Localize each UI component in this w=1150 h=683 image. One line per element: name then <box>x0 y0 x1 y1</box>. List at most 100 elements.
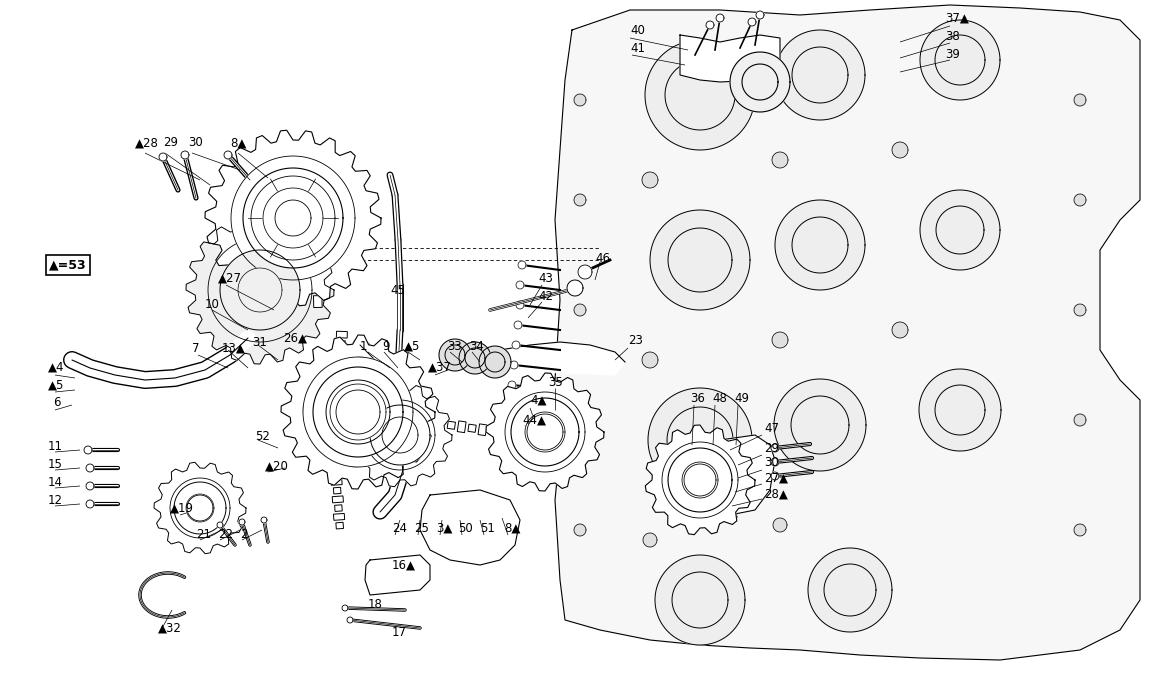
Text: 16▲: 16▲ <box>392 559 416 572</box>
Polygon shape <box>337 359 345 366</box>
Polygon shape <box>775 30 865 120</box>
Text: 31: 31 <box>252 337 267 350</box>
Polygon shape <box>314 296 322 307</box>
Polygon shape <box>427 418 435 426</box>
Polygon shape <box>742 64 779 100</box>
Polygon shape <box>186 216 334 364</box>
Text: 11: 11 <box>48 441 63 454</box>
Polygon shape <box>716 14 724 22</box>
Polygon shape <box>574 194 586 206</box>
Text: 4▲: 4▲ <box>530 393 546 406</box>
Polygon shape <box>242 272 278 308</box>
Polygon shape <box>220 250 300 330</box>
Text: 38: 38 <box>945 29 960 42</box>
Polygon shape <box>159 153 167 161</box>
Polygon shape <box>338 341 345 347</box>
Text: 42: 42 <box>538 290 553 303</box>
Text: 13▲: 13▲ <box>222 342 246 354</box>
Text: 9: 9 <box>382 339 390 352</box>
Polygon shape <box>335 368 346 375</box>
Polygon shape <box>187 495 213 521</box>
Text: 3▲: 3▲ <box>436 522 452 535</box>
Polygon shape <box>808 548 892 632</box>
Polygon shape <box>348 383 452 487</box>
Polygon shape <box>574 94 586 106</box>
Polygon shape <box>516 281 524 289</box>
Polygon shape <box>650 210 750 310</box>
Polygon shape <box>334 487 342 494</box>
Polygon shape <box>302 357 413 467</box>
Polygon shape <box>465 348 485 368</box>
Text: 28▲: 28▲ <box>764 488 788 501</box>
Polygon shape <box>224 151 232 159</box>
Polygon shape <box>714 473 726 485</box>
Polygon shape <box>656 555 745 645</box>
Text: 30: 30 <box>187 137 202 150</box>
Polygon shape <box>1074 414 1086 426</box>
Polygon shape <box>647 388 752 492</box>
Text: ▲19: ▲19 <box>170 501 194 514</box>
Polygon shape <box>86 500 94 508</box>
Polygon shape <box>334 514 345 520</box>
Polygon shape <box>756 11 764 19</box>
Polygon shape <box>205 130 381 306</box>
Text: 43: 43 <box>538 272 553 285</box>
Polygon shape <box>511 398 578 466</box>
Polygon shape <box>892 322 908 338</box>
Polygon shape <box>281 335 435 489</box>
Text: ▲5: ▲5 <box>404 339 421 352</box>
Polygon shape <box>772 152 788 168</box>
Text: ▲20: ▲20 <box>264 460 289 473</box>
Polygon shape <box>791 396 849 454</box>
Polygon shape <box>668 228 733 292</box>
Polygon shape <box>478 424 486 436</box>
Text: 41: 41 <box>630 42 645 55</box>
Polygon shape <box>336 522 344 529</box>
Polygon shape <box>170 478 230 538</box>
Polygon shape <box>336 350 347 357</box>
Text: 7: 7 <box>192 342 199 354</box>
Text: 51: 51 <box>480 522 494 535</box>
Text: 17: 17 <box>392 626 407 639</box>
Polygon shape <box>263 188 323 248</box>
Polygon shape <box>919 369 1000 451</box>
Text: 23: 23 <box>628 333 643 346</box>
Polygon shape <box>645 40 756 150</box>
Polygon shape <box>892 142 908 158</box>
Polygon shape <box>526 412 565 452</box>
Polygon shape <box>365 555 430 595</box>
Text: 40: 40 <box>630 23 645 36</box>
Polygon shape <box>665 60 735 130</box>
Text: 6: 6 <box>53 397 61 410</box>
Polygon shape <box>342 605 348 611</box>
Polygon shape <box>310 279 324 291</box>
Polygon shape <box>567 280 583 296</box>
Polygon shape <box>332 496 344 503</box>
Text: 37▲: 37▲ <box>945 12 968 25</box>
Text: 25: 25 <box>414 522 429 535</box>
Polygon shape <box>662 442 738 518</box>
Polygon shape <box>710 435 775 515</box>
Polygon shape <box>825 564 876 616</box>
Text: 48: 48 <box>712 391 727 404</box>
Text: 26▲: 26▲ <box>283 331 307 344</box>
Polygon shape <box>445 345 465 365</box>
Text: 2: 2 <box>240 527 247 540</box>
Polygon shape <box>712 462 721 473</box>
Polygon shape <box>86 482 94 490</box>
Polygon shape <box>555 5 1140 660</box>
Polygon shape <box>337 378 344 385</box>
Text: 36: 36 <box>690 391 705 404</box>
Polygon shape <box>447 421 455 430</box>
Polygon shape <box>935 35 986 85</box>
Polygon shape <box>347 617 353 623</box>
Text: 22: 22 <box>218 527 233 540</box>
Polygon shape <box>336 331 347 338</box>
Text: 33: 33 <box>447 339 462 352</box>
Text: 10: 10 <box>205 298 220 311</box>
Text: 8▲: 8▲ <box>504 522 520 535</box>
Polygon shape <box>773 518 787 532</box>
Text: 8▲: 8▲ <box>230 137 246 150</box>
Polygon shape <box>505 392 585 472</box>
Text: 27▲: 27▲ <box>764 471 788 484</box>
